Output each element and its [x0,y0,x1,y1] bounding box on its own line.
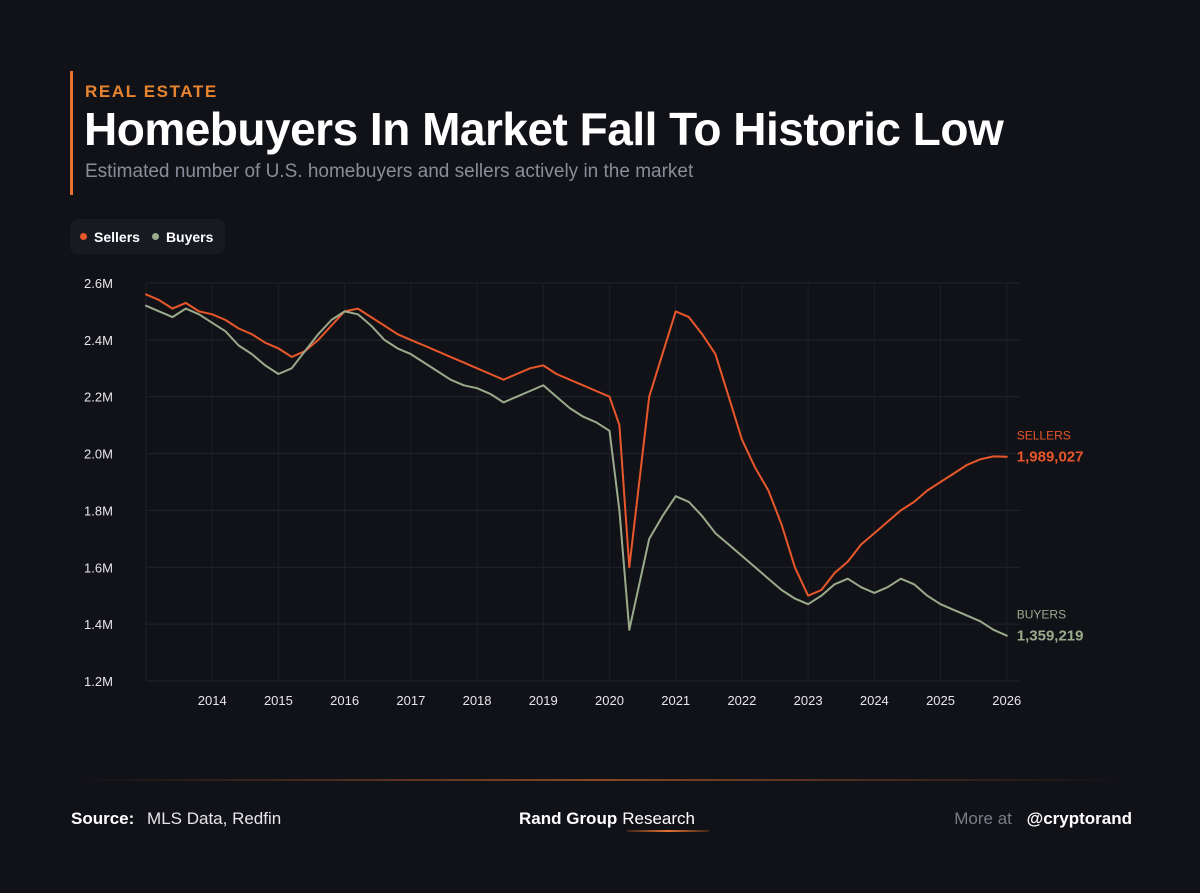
source-label: Source: [71,809,135,828]
x-tick-label: 2020 [595,693,624,708]
y-tick-label: 2.0M [84,447,113,462]
x-tick-label: 2016 [330,693,359,708]
series-end-label-buyers: BUYERS [1017,608,1066,622]
x-tick-label: 2024 [860,693,889,708]
y-tick-label: 2.2M [84,390,113,405]
page-title: Homebuyers In Market Fall To Historic Lo… [84,103,1004,155]
y-tick-label: 1.8M [84,503,113,518]
x-tick-label: 2015 [264,693,293,708]
legend-label-buyers: Buyers [165,228,214,245]
y-tick-label: 1.6M [84,560,113,575]
kicker-label: REAL ESTATE [85,82,218,101]
x-tick-label: 2019 [529,693,558,708]
x-tick-label: 2014 [198,693,227,708]
footer-source: Source: MLS Data, Redfin [71,809,281,829]
header-accent-bar [70,71,73,195]
page-subtitle: Estimated number of U.S. homebuyers and … [85,161,694,182]
y-tick-label: 2.6M [84,276,113,291]
footer-brand: Rand Group Research [519,809,695,829]
brand-underline [627,830,709,832]
social-handle-link[interactable]: @cryptorand [1026,809,1132,828]
footer-divider [80,779,1120,781]
x-tick-label: 2021 [661,693,690,708]
x-tick-label: 2017 [396,693,425,708]
footer-more: More at @cryptorand [954,809,1132,829]
chart-legend: Sellers Buyers [70,219,226,254]
x-tick-label: 2022 [727,693,756,708]
y-tick-label: 1.2M [84,674,113,689]
legend-item-sellers[interactable]: Sellers [80,229,140,245]
x-tick-label: 2023 [794,693,823,708]
source-value: MLS Data, Redfin [147,809,282,828]
legend-item-buyers[interactable]: Buyers [151,228,214,245]
x-tick-label: 2018 [463,693,492,708]
legend-swatch-buyers [151,233,159,240]
series-line-buyers [145,304,1008,637]
legend-swatch-sellers [80,233,87,240]
series-end-value-buyers: 1,359,219 [1017,628,1084,645]
series-line-sellers [145,293,1008,597]
more-label: More at [954,809,1012,828]
y-tick-label: 2.4M [84,333,113,348]
x-tick-label: 2026 [992,693,1021,708]
series-end-value-sellers: 1,989,027 [1017,449,1084,466]
series-end-label-sellers: SELLERS [1017,429,1071,443]
legend-label-sellers: Sellers [94,228,140,245]
brand-suffix: Research [622,809,695,828]
x-tick-label: 2025 [926,693,955,708]
y-tick-label: 1.4M [84,617,113,632]
line-chart: 2.6M 2.4M 2.2M 2.0M 1.8M 1.6M 1.4M 1.2M 2014 2015… [84,276,1084,708]
brand-name: Rand Group [519,809,618,828]
